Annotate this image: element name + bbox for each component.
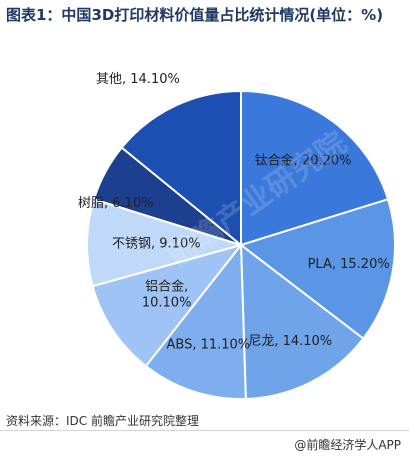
brand-label: @前瞻经济学人APP (294, 438, 401, 452)
pie-label-2: PLA, 15.20% (308, 257, 390, 272)
pie-label-7: 树脂, 6.10% (78, 196, 154, 211)
pie-slices (86, 89, 396, 400)
pie-slice-2 (238, 198, 396, 341)
chart-title: 图表1：中国3D打印材料价值量占比统计情况(单位：%) (6, 6, 384, 24)
pie-slice-3 (239, 242, 365, 400)
pie-slice-1 (240, 89, 390, 247)
pie-chart-svg: 钛合金, 20.20% PLA, 15.20% 尼龙, 14.10%ABS, 11.… (78, 72, 396, 400)
pie-label-1: 钛合金, 20.20% (255, 153, 352, 169)
pie-label-8: 其他, 14.10% (96, 72, 180, 87)
source-note: 资料来源：IDC 前瞻产业研究院整理 (6, 414, 199, 428)
pie-slice-4 (144, 242, 247, 400)
pie-label-6: 不锈钢, 9.10% (112, 237, 201, 252)
pie-label-3: 尼龙, 14.10% (248, 334, 332, 349)
pie-chart: 钛合金, 20.20% PLA, 15.20% 尼龙, 14.10% ABS, 11.… (0, 50, 409, 400)
pie-slice-6 (86, 198, 245, 288)
divider (0, 430, 409, 431)
pie-labels: 钛合金, 20.20% PLA, 15.20% 尼龙, 14.10%ABS, 11.… (78, 72, 390, 352)
pie-slice-5 (91, 243, 244, 368)
pie-slice-8 (120, 89, 242, 248)
pie-label-4: ABS, 11.10% (166, 337, 250, 352)
pie-label-5: 铝合金, 10.10% (142, 279, 192, 311)
